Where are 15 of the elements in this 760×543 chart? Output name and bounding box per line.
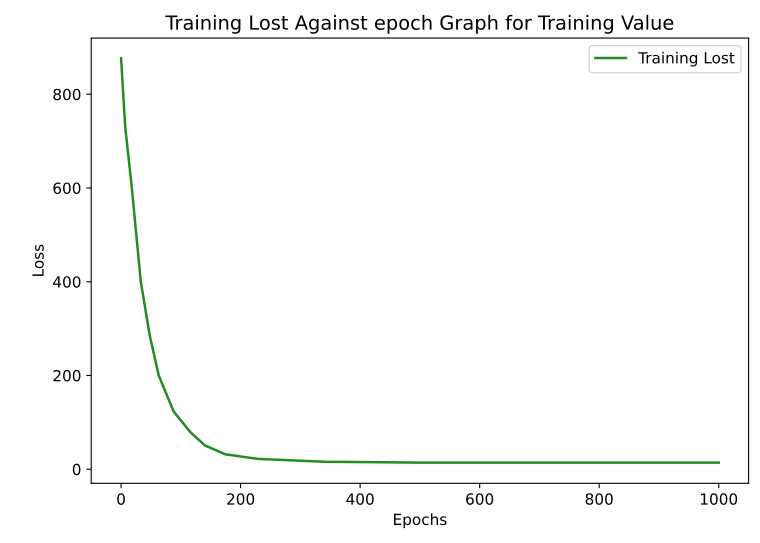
legend-label: Training Lost xyxy=(638,52,734,67)
x-tick-label: 600 xyxy=(466,493,494,505)
x-tick-label: 0 xyxy=(117,493,125,505)
chart-title: Training Lost Against epoch Graph for Training Value xyxy=(165,14,674,34)
x-tick-label: 200 xyxy=(227,493,254,505)
y-tick-label: 200 xyxy=(53,370,80,382)
y-tick-label: 400 xyxy=(53,276,80,288)
y-axis-title: Loss xyxy=(32,244,44,276)
y-tick-label: 600 xyxy=(53,182,80,194)
y-tick-label: 800 xyxy=(53,88,80,100)
x-tick-label: 800 xyxy=(586,493,613,505)
x-tick-label: 1000 xyxy=(700,493,738,505)
x-tick-label: 400 xyxy=(346,493,374,505)
x-axis-title: Epochs xyxy=(394,513,447,528)
y-tick-label: 0 xyxy=(72,464,80,476)
